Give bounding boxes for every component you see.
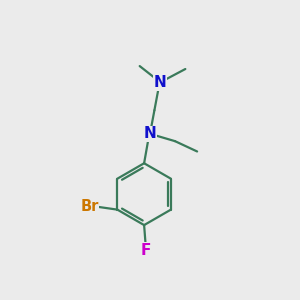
Text: Br: Br (80, 199, 99, 214)
Text: F: F (140, 243, 151, 258)
Text: N: N (154, 75, 167, 90)
Text: N: N (144, 126, 156, 141)
